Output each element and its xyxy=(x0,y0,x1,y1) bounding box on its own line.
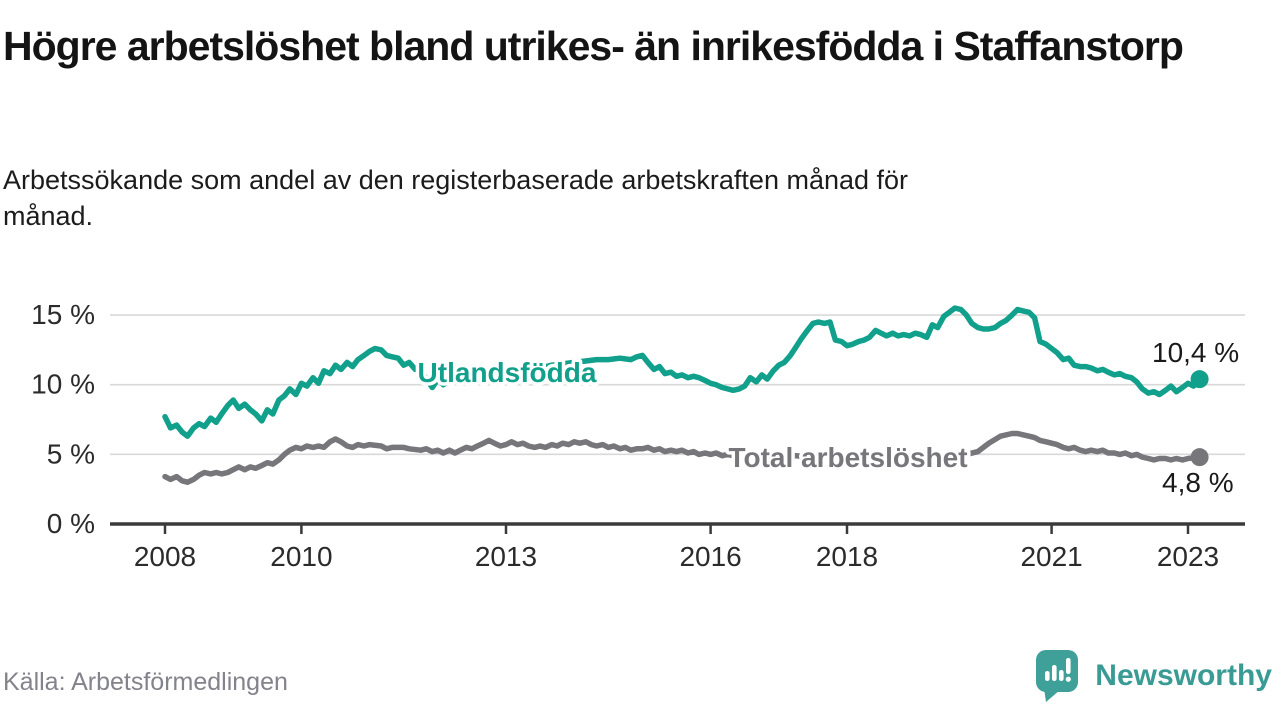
x-axis-label: 2013 xyxy=(475,541,537,572)
series-label-utlandsfodda: Utlandsfödda xyxy=(418,357,597,388)
y-axis-label: 0 % xyxy=(47,508,95,539)
newsworthy-logo: Newsworthy xyxy=(1035,648,1272,704)
x-axis-label: 2010 xyxy=(270,541,332,572)
series-line-utlandsfodda xyxy=(162,305,1203,439)
x-axis-label: 2018 xyxy=(816,541,878,572)
source-note: Källa: Arbetsförmedlingen xyxy=(3,668,288,696)
x-axis-label: 2016 xyxy=(679,541,741,572)
unemployment-line-chart: 0 % 5 % 10 % 15 % 2008 2010 2013 2016 2018 2021 20… xyxy=(31,299,1245,572)
x-axis-label: 2008 xyxy=(134,541,196,572)
newsworthy-wordmark: Newsworthy xyxy=(1095,659,1272,692)
y-axis-label: 10 % xyxy=(31,369,95,400)
end-dot-utlandsfodda xyxy=(1190,370,1209,389)
chart-title: Högre arbetslöshet bland utrikes- än inr… xyxy=(3,23,1184,69)
x-axis-label: 2021 xyxy=(1020,541,1082,572)
series-label-total: Total arbetslöshet xyxy=(728,442,967,473)
end-value-label-total: 4,8 % xyxy=(1162,467,1234,498)
x-axis-label: 2023 xyxy=(1157,541,1219,572)
y-axis-label: 5 % xyxy=(47,438,95,469)
newsworthy-speech-bubble-chart-icon xyxy=(1036,650,1079,702)
chart-subtitle: Arbetssökande som andel av den registerb… xyxy=(3,165,909,231)
end-dot-total xyxy=(1190,448,1209,467)
y-axis-label: 15 % xyxy=(31,299,95,330)
end-value-label-utlandsfodda: 10,4 % xyxy=(1152,337,1239,368)
series-line-total xyxy=(162,430,1203,485)
